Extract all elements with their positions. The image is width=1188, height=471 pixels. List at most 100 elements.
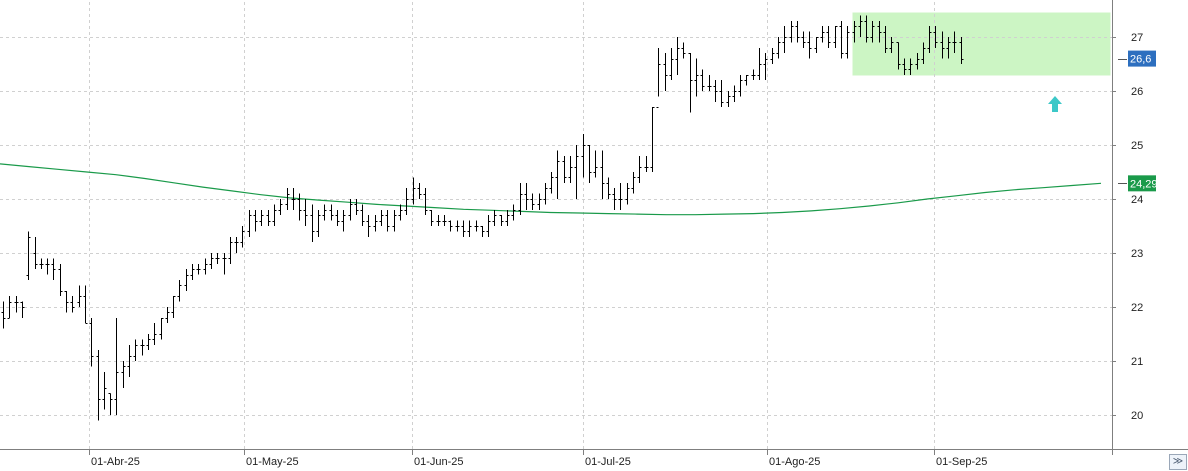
ohlc-bar	[322, 204, 327, 221]
ohlc-bar	[795, 20, 800, 43]
ohlc-bar	[442, 215, 447, 226]
ohlc-bar	[64, 290, 69, 313]
ohlc-bar	[606, 177, 611, 199]
ohlc-bar	[392, 209, 397, 232]
ohlc-bar	[486, 215, 491, 237]
ohlc-bar	[247, 209, 252, 237]
ohlc-bar	[89, 317, 94, 367]
ohlc-bar	[108, 393, 113, 415]
ohlc-bar	[385, 209, 390, 232]
scroll-right-button[interactable]: ≫	[1169, 454, 1187, 470]
up-arrow-shape	[1048, 96, 1062, 112]
y-tick-label: 23	[1131, 248, 1143, 260]
ohlc-bar	[303, 199, 308, 226]
y-tick-label: 24	[1131, 194, 1143, 206]
y-tick-label: 25	[1131, 140, 1143, 152]
ohlc-bar	[889, 37, 894, 54]
y-tick-label: 22	[1131, 302, 1143, 314]
ohlc-bar	[789, 20, 794, 43]
ohlc-bar	[114, 317, 119, 415]
ohlc-bar	[58, 263, 63, 297]
ohlc-bar	[511, 204, 516, 221]
ohlc-bar	[782, 26, 787, 54]
x-tick-label: 01-Abr-25	[91, 456, 140, 468]
ohlc-bar	[455, 220, 460, 232]
moving-average-tag-text: 24,29	[1130, 178, 1158, 190]
ohlc-bar	[20, 301, 25, 318]
ohlc-bar	[291, 188, 296, 210]
x-tick-label: 01-Jul-25	[585, 456, 631, 468]
ohlc-bar	[530, 193, 535, 210]
ohlc-bar	[921, 42, 926, 64]
ohlc-bar	[499, 215, 504, 226]
ohlc-bar	[297, 193, 302, 221]
ohlc-bar	[568, 155, 573, 183]
ohlc-series	[1, 15, 964, 421]
ohlc-bar	[555, 150, 560, 199]
x-tick-label: 01-Jun-25	[414, 456, 464, 468]
ohlc-bar	[127, 344, 132, 378]
ohlc-bar	[732, 85, 737, 102]
ohlc-bar	[411, 177, 416, 205]
ohlc-bar	[266, 209, 271, 226]
ohlc-bar	[1, 301, 6, 329]
ohlc-bar	[203, 258, 208, 275]
ohlc-bar	[39, 258, 44, 270]
moving-average-line	[0, 163, 1102, 216]
ohlc-bar	[102, 371, 107, 410]
y-tick-label: 27	[1131, 32, 1143, 44]
ohlc-bar	[253, 209, 258, 232]
ohlc-bar	[581, 134, 586, 178]
ohlc-bar	[713, 80, 718, 102]
ohlc-bar	[770, 47, 775, 64]
ohlc-bar	[933, 26, 938, 48]
ohlc-bar	[96, 350, 101, 421]
ohlc-bar	[518, 182, 523, 216]
ohlc-bar	[184, 269, 189, 291]
ohlc-bar	[543, 182, 548, 205]
ohlc-bar	[864, 15, 869, 43]
ohlc-bar	[940, 31, 945, 59]
moving-average-tag: 24,29	[1118, 175, 1158, 192]
ohlc-bar	[801, 31, 806, 48]
y-tick-label: 26	[1131, 86, 1143, 98]
ohlc-bar	[165, 307, 170, 324]
ohlc-bar	[719, 80, 724, 108]
ohlc-bar	[448, 220, 453, 232]
ohlc-bar	[952, 31, 957, 54]
ohlc-bar	[423, 188, 428, 216]
ohlc-bar	[398, 204, 403, 221]
ohlc-bar	[196, 263, 201, 275]
ohlc-bar	[505, 209, 510, 226]
ohlc-bar	[637, 155, 642, 183]
ohlc-bar	[329, 204, 334, 221]
ohlc-bar	[33, 236, 38, 270]
ohlc-bar	[675, 37, 680, 75]
ohlc-bar	[140, 339, 145, 356]
ohlc-bar	[814, 37, 819, 54]
ohlc-bar	[883, 26, 888, 54]
up-arrow-icon	[1048, 96, 1062, 112]
ohlc-bar	[146, 334, 151, 351]
ohlc-bar	[877, 20, 882, 43]
price-tags: 26,6 24,29	[1118, 50, 1158, 192]
highlight-range-box	[852, 12, 1111, 76]
ohlc-bar	[341, 209, 346, 232]
ohlc-bar	[776, 37, 781, 59]
last-price-tag-bg	[1128, 50, 1156, 67]
ohlc-bar	[726, 91, 731, 108]
ohlc-bar	[492, 209, 497, 226]
ohlc-bar	[51, 258, 56, 280]
ohlc-bar	[915, 53, 920, 70]
ohlc-bar	[833, 26, 838, 48]
ohlc-bar	[133, 339, 138, 361]
ohlc-bar	[757, 47, 762, 81]
ohlc-bar	[574, 145, 579, 199]
ohlc-bar	[587, 145, 592, 183]
ohlc-bar	[272, 204, 277, 226]
ohlc-bar	[215, 253, 220, 264]
ohlc-bar	[870, 20, 875, 43]
ohlc-bar	[656, 47, 661, 108]
